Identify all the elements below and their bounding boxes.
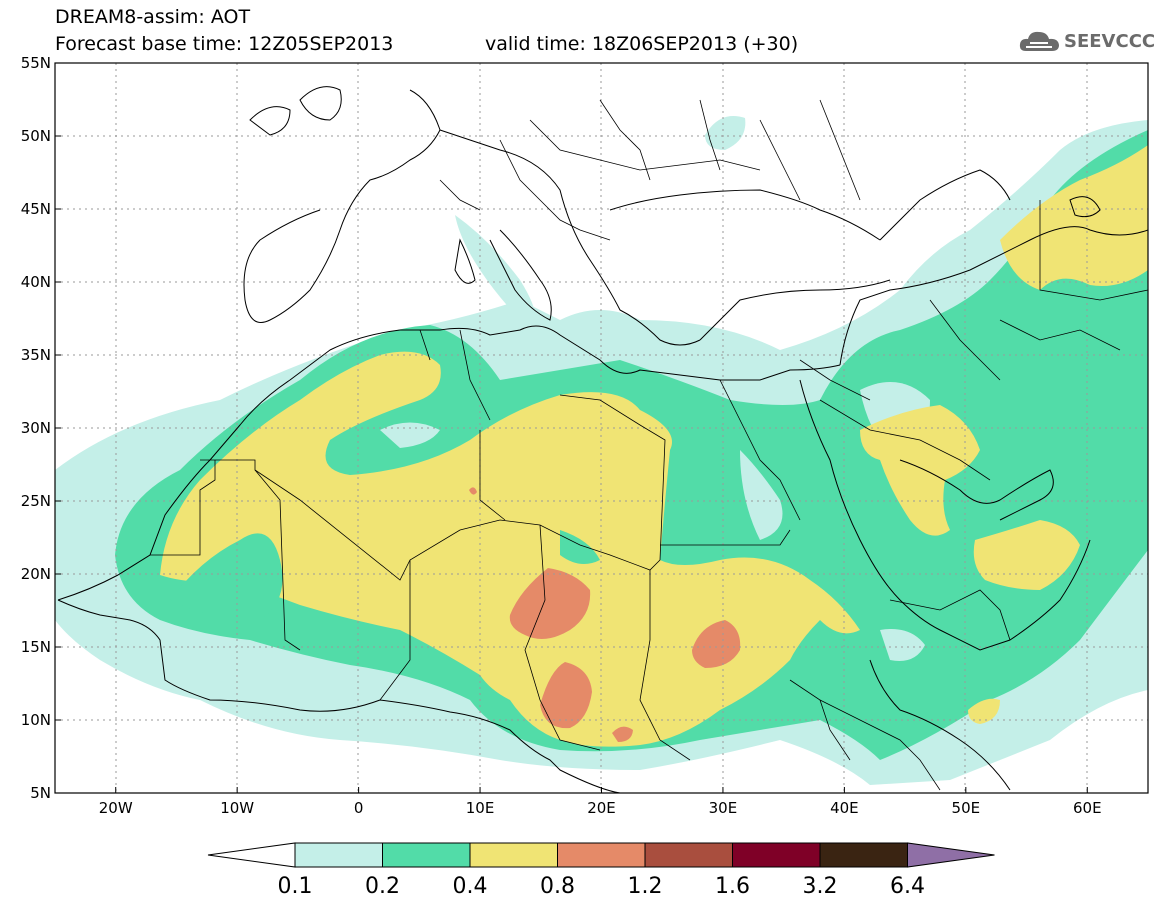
lon-tick-label: 10E xyxy=(466,799,495,817)
colorbar-cell xyxy=(557,842,646,868)
lat-tick-label: 25N xyxy=(21,492,51,510)
lat-tick-label: 35N xyxy=(21,346,51,364)
colorbar-level-label: 0.8 xyxy=(540,874,575,899)
lon-tick-label: 20W xyxy=(99,799,133,817)
lon-tick-label: 50E xyxy=(952,799,981,817)
colorbar-over-triangle xyxy=(907,842,995,868)
seevccc-logo: SEEVCCC xyxy=(1018,27,1158,57)
coastlines xyxy=(57,86,1148,793)
lat-tick-label: 50N xyxy=(21,127,51,145)
colorbar-level-label: 1.2 xyxy=(628,874,663,899)
axis-ticks xyxy=(55,62,1088,794)
country-borders xyxy=(150,99,1148,791)
axis-labels: 20W 10W 0 10E 20E 30E 40E 50E 60E 55N 50N 45N 40N 35N… xyxy=(21,54,1102,817)
lon-tick-label: 40E xyxy=(830,799,859,817)
colorbar-level-label: 0.4 xyxy=(453,874,488,899)
map-title: DREAM8-assim: AOT xyxy=(55,6,251,28)
lat-tick-label: 40N xyxy=(21,273,51,291)
colorbar-level-label: 3.2 xyxy=(803,874,838,899)
colorbar-cell xyxy=(294,842,383,868)
aot-band-0.8 xyxy=(509,568,591,639)
colorbar-level-label: 0.1 xyxy=(278,874,313,899)
lat-tick-label: 30N xyxy=(21,419,51,437)
colorbar-level-label: 0.2 xyxy=(365,874,400,899)
lat-tick-label: 20N xyxy=(21,565,51,583)
lat-tick-label: 10N xyxy=(21,711,51,729)
graticule xyxy=(55,63,1148,793)
aot-band-0.4 xyxy=(160,351,860,747)
colorbar-cell xyxy=(819,842,908,868)
valid-time: valid time: 18Z06SEP2013 (+30) xyxy=(485,33,799,55)
colorbar-cell xyxy=(382,842,471,868)
lat-tick-label: 15N xyxy=(21,638,51,656)
colorbar-level-label: 6.4 xyxy=(890,874,925,899)
colorbar-cell xyxy=(732,842,821,868)
lat-tick-label: 45N xyxy=(21,200,51,218)
colorbar-under-triangle xyxy=(207,842,296,868)
colorbar-cell xyxy=(469,842,558,868)
lon-tick-label: 20E xyxy=(587,799,616,817)
cloud-logo-icon xyxy=(1019,31,1059,51)
forecast-base-time: Forecast base time: 12Z05SEP2013 xyxy=(55,33,394,55)
lon-tick-label: 0 xyxy=(354,799,364,817)
colorbar-level-label: 1.6 xyxy=(715,874,750,899)
lon-tick-label: 30E xyxy=(709,799,738,817)
lat-tick-label: 5N xyxy=(30,784,51,802)
lon-tick-label: 10W xyxy=(220,799,254,817)
lon-tick-label: 60E xyxy=(1073,799,1102,817)
logo-text: SEEVCCC xyxy=(1064,31,1156,52)
colorbar-cell xyxy=(644,842,733,868)
lat-tick-label: 55N xyxy=(21,54,51,72)
